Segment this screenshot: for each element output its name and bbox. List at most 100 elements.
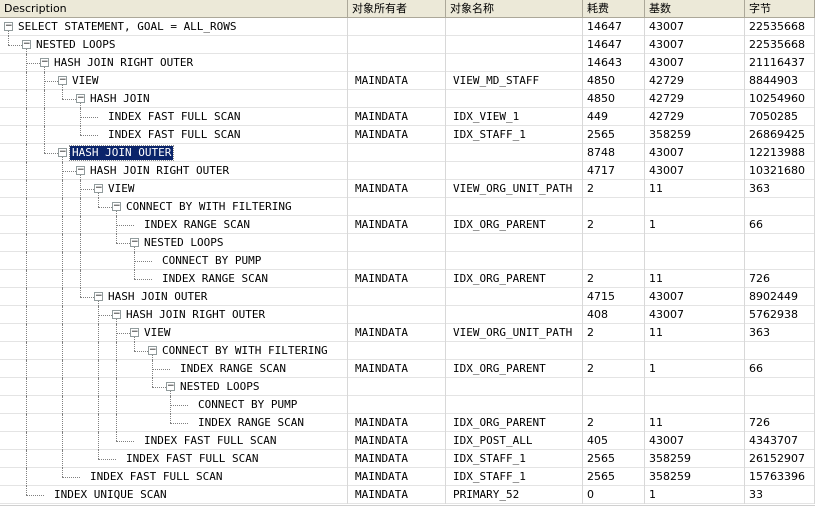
tree-branch-line [170, 414, 171, 423]
collapse-toggle-icon[interactable]: − [76, 165, 85, 175]
operation-description[interactable]: INDEX FAST FULL SCAN [108, 128, 241, 141]
operation-description[interactable]: NESTED LOOPS [144, 236, 224, 249]
plan-row[interactable]: − VIEW MAINDATA VIEW_MD_STAFF 4850 42729 88449… [0, 72, 815, 90]
operation-description[interactable]: INDEX RANGE SCAN [162, 272, 268, 285]
plan-row[interactable]: INDEX FAST FULL SCAN MAINDATA IDX_STAFF_1 2… [0, 450, 815, 468]
operation-description[interactable]: HASH JOIN OUTER [68, 145, 175, 161]
tree-ancestor-line [26, 378, 27, 396]
tree-ancestor-line [26, 252, 27, 270]
tree-ancestor-line [62, 324, 63, 342]
tree-branch-line [26, 54, 27, 72]
plan-row[interactable]: INDEX UNIQUE SCAN MAINDATA PRIMARY_52 0 1 33 [0, 486, 815, 504]
operation-description[interactable]: CONNECT BY PUMP [198, 398, 298, 411]
cell-cost: 2565 [583, 450, 645, 468]
plan-row[interactable]: − CONNECT BY WITH FILTERING [0, 198, 815, 216]
operation-description[interactable]: CONNECT BY WITH FILTERING [126, 200, 292, 213]
cell-bytes: 5762938 [745, 306, 815, 324]
cell-desc: INDEX RANGE SCAN [0, 414, 348, 432]
cell-bytes: 22535668 [745, 36, 815, 54]
collapse-toggle-icon[interactable]: − [94, 291, 103, 301]
cell-name [446, 396, 583, 414]
collapse-toggle-icon[interactable]: − [130, 327, 139, 337]
plan-row[interactable]: INDEX FAST FULL SCAN MAINDATA IDX_POST_ALL… [0, 432, 815, 450]
plan-row[interactable]: − NESTED LOOPS [0, 378, 815, 396]
collapse-toggle-icon[interactable]: − [58, 75, 67, 85]
operation-description[interactable]: INDEX FAST FULL SCAN [108, 110, 241, 123]
operation-description[interactable]: SELECT STATEMENT, GOAL = ALL_ROWS [18, 20, 237, 33]
operation-description[interactable]: HASH JOIN OUTER [108, 290, 208, 303]
operation-description[interactable]: HASH JOIN RIGHT OUTER [54, 56, 194, 69]
plan-row[interactable]: INDEX FAST FULL SCAN MAINDATA IDX_STAFF_1 2… [0, 468, 815, 486]
tree-child-line [170, 387, 171, 396]
operation-description[interactable]: CONNECT BY PUMP [162, 254, 262, 267]
operation-description[interactable]: NESTED LOOPS [36, 38, 116, 51]
plan-row[interactable]: INDEX RANGE SCAN MAINDATA IDX_ORG_PARENT 2 1… [0, 216, 815, 234]
cell-cost: 2565 [583, 468, 645, 486]
operation-description[interactable]: HASH JOIN RIGHT OUTER [90, 164, 230, 177]
plan-row[interactable]: − VIEW MAINDATA VIEW_ORG_UNIT_PATH 2 11 363 [0, 180, 815, 198]
tree-ancestor-line [62, 234, 63, 252]
column-header-cost[interactable]: 耗费 [583, 0, 645, 18]
plan-row[interactable]: CONNECT BY PUMP [0, 252, 815, 270]
plan-row[interactable]: INDEX RANGE SCAN MAINDATA IDX_ORG_PARENT 2 1… [0, 414, 815, 432]
collapse-toggle-icon[interactable]: − [40, 57, 49, 67]
operation-description[interactable]: HASH JOIN [90, 92, 150, 105]
operation-description[interactable]: INDEX RANGE SCAN [180, 362, 286, 375]
column-header-name[interactable]: 对象名称 [446, 0, 583, 18]
collapse-toggle-icon[interactable]: − [22, 39, 31, 49]
plan-row[interactable]: − HASH JOIN OUTER 8748 43007 12213988 [0, 144, 815, 162]
plan-row[interactable]: − HASH JOIN RIGHT OUTER 408 43007 5762938 [0, 306, 815, 324]
cell-cost: 2 [583, 324, 645, 342]
horizontal-scrollbar[interactable] [0, 505, 815, 520]
column-header-bytes[interactable]: 字节 [745, 0, 815, 18]
column-header-owner[interactable]: 对象所有者 [348, 0, 446, 18]
tree-connector-line [134, 351, 152, 352]
collapse-toggle-icon[interactable]: − [112, 201, 121, 211]
operation-description[interactable]: INDEX RANGE SCAN [198, 416, 304, 429]
operation-description[interactable]: INDEX FAST FULL SCAN [90, 470, 223, 483]
operation-description[interactable]: INDEX RANGE SCAN [144, 218, 250, 231]
collapse-toggle-icon[interactable]: − [148, 345, 157, 355]
cell-name: IDX_ORG_PARENT [446, 360, 583, 378]
operation-description[interactable]: CONNECT BY WITH FILTERING [162, 344, 328, 357]
tree-ancestor-line [80, 198, 81, 216]
row-gridline [0, 341, 815, 342]
plan-row[interactable]: CONNECT BY PUMP [0, 396, 815, 414]
operation-description[interactable]: HASH JOIN RIGHT OUTER [126, 308, 266, 321]
plan-row[interactable]: − HASH JOIN 4850 42729 10254960 [0, 90, 815, 108]
cell-owner: MAINDATA [348, 414, 446, 432]
plan-row[interactable]: − CONNECT BY WITH FILTERING [0, 342, 815, 360]
plan-row[interactable]: − HASH JOIN RIGHT OUTER 4717 43007 10321680 [0, 162, 815, 180]
plan-row[interactable]: INDEX RANGE SCAN MAINDATA IDX_ORG_PARENT 2 1… [0, 270, 815, 288]
plan-row[interactable]: INDEX FAST FULL SCAN MAINDATA IDX_VIEW_1 44… [0, 108, 815, 126]
operation-description[interactable]: INDEX FAST FULL SCAN [144, 434, 277, 447]
column-header-desc[interactable]: Description [0, 0, 348, 18]
collapse-toggle-icon[interactable]: − [166, 381, 175, 391]
collapse-toggle-icon[interactable]: − [130, 237, 139, 247]
operation-description[interactable]: INDEX FAST FULL SCAN [126, 452, 259, 465]
tree-connector-line [8, 45, 26, 46]
cell-bytes: 363 [745, 180, 815, 198]
collapse-toggle-icon[interactable]: − [58, 147, 67, 157]
operation-description[interactable]: VIEW [72, 74, 99, 87]
plan-row[interactable]: INDEX FAST FULL SCAN MAINDATA IDX_STAFF_1 2… [0, 126, 815, 144]
column-header-card[interactable]: 基数 [645, 0, 745, 18]
operation-description[interactable]: NESTED LOOPS [180, 380, 260, 393]
operation-description[interactable]: VIEW [144, 326, 171, 339]
tree-branch-line [116, 324, 117, 342]
plan-row[interactable]: − HASH JOIN OUTER 4715 43007 8902449 [0, 288, 815, 306]
cell-bytes: 10254960 [745, 90, 815, 108]
operation-description[interactable]: VIEW [108, 182, 135, 195]
operation-description[interactable]: INDEX UNIQUE SCAN [54, 488, 167, 501]
plan-row[interactable]: − SELECT STATEMENT, GOAL = ALL_ROWS 14647 4… [0, 18, 815, 36]
collapse-toggle-icon[interactable]: − [4, 21, 13, 31]
plan-row[interactable]: − NESTED LOOPS 14647 43007 22535668 [0, 36, 815, 54]
row-gridline [0, 89, 815, 90]
plan-row[interactable]: − VIEW MAINDATA VIEW_ORG_UNIT_PATH 2 11 363 [0, 324, 815, 342]
collapse-toggle-icon[interactable]: − [112, 309, 121, 319]
plan-row[interactable]: INDEX RANGE SCAN MAINDATA IDX_ORG_PARENT 2 1… [0, 360, 815, 378]
plan-row[interactable]: − HASH JOIN RIGHT OUTER 14643 43007 21116437 [0, 54, 815, 72]
collapse-toggle-icon[interactable]: − [94, 183, 103, 193]
plan-row[interactable]: − NESTED LOOPS [0, 234, 815, 252]
collapse-toggle-icon[interactable]: − [76, 93, 85, 103]
